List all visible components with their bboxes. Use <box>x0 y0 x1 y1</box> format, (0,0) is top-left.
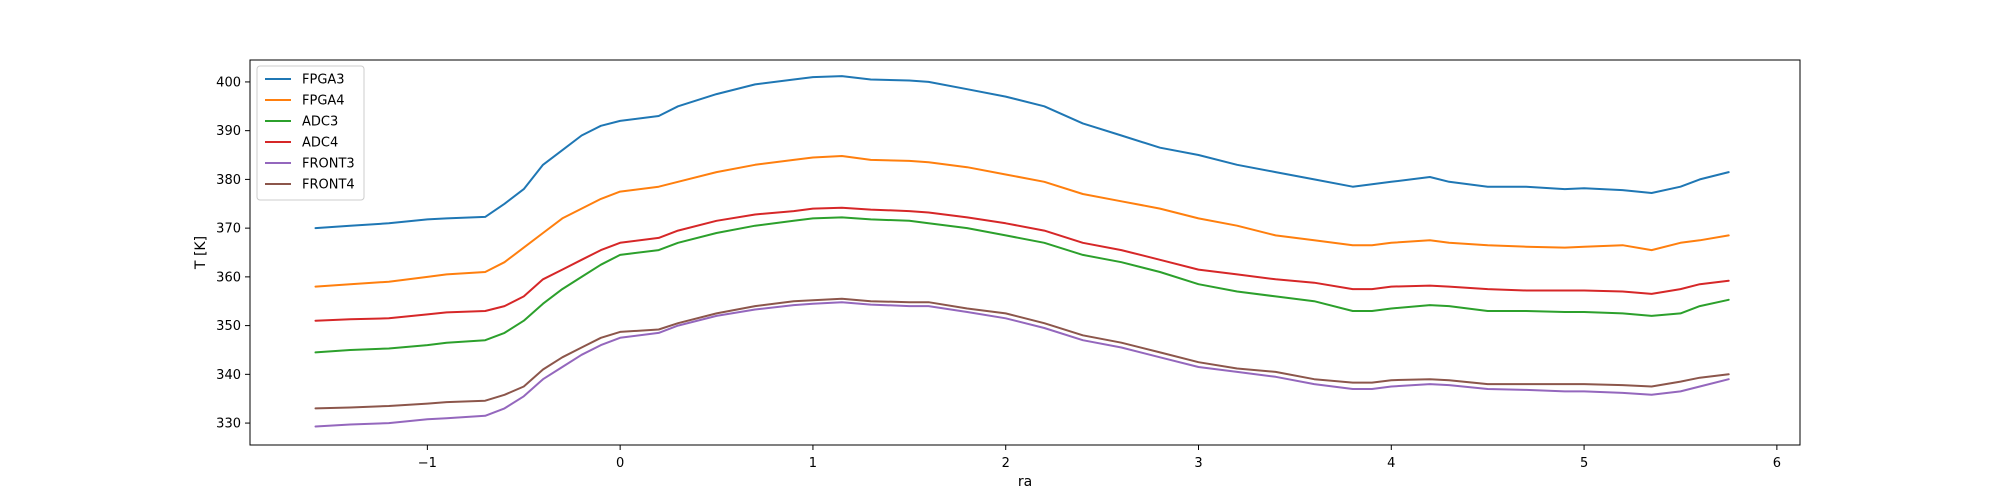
x-tick-label: 2 <box>1002 456 1010 471</box>
x-axis-label: ra <box>1018 474 1032 490</box>
x-tick-label: 0 <box>616 456 624 471</box>
x-tick-label: 1 <box>809 456 817 471</box>
x-tick-label: 3 <box>1194 456 1202 471</box>
y-tick-label: 340 <box>216 368 241 383</box>
x-tick-label: 6 <box>1773 456 1781 471</box>
x-axis-ticks: −1 0 1 2 3 4 5 6 <box>418 445 1781 471</box>
series-line-fpga3 <box>314 75 1730 230</box>
x-tick-label: 5 <box>1580 456 1588 471</box>
axes-frame <box>249 59 1801 446</box>
series-line-front3 <box>314 301 1730 428</box>
legend-label-fpga3: FPGA3 <box>302 73 345 88</box>
y-tick-label: 400 <box>216 75 241 90</box>
legend-label-front4: FRONT4 <box>302 178 355 193</box>
y-tick-label: 390 <box>216 124 241 139</box>
y-tick-label: 330 <box>216 417 241 432</box>
legend: FPGA3 FPGA4 ADC3 ADC4 FRONT3 FRONT4 <box>256 65 365 201</box>
plot-lines <box>314 75 1730 428</box>
series-line-adc4 <box>314 206 1730 322</box>
series-line-adc3 <box>314 216 1730 354</box>
y-axis-label: T [K] <box>193 236 209 270</box>
legend-label-front3: FRONT3 <box>302 157 355 172</box>
series-line-front4 <box>314 297 1730 410</box>
legend-label-adc3: ADC3 <box>302 115 338 130</box>
y-tick-label: 360 <box>216 270 241 285</box>
y-axis-ticks: 330 340 350 360 370 380 390 400 <box>216 75 250 432</box>
legend-label-fpga4: FPGA4 <box>302 94 345 109</box>
y-tick-label: 380 <box>216 173 241 188</box>
series-line-fpga4 <box>314 155 1730 288</box>
x-tick-label: −1 <box>418 456 437 471</box>
y-tick-label: 350 <box>216 319 241 334</box>
legend-label-adc4: ADC4 <box>302 136 338 151</box>
y-tick-label: 370 <box>216 222 241 237</box>
x-tick-label: 4 <box>1387 456 1395 471</box>
